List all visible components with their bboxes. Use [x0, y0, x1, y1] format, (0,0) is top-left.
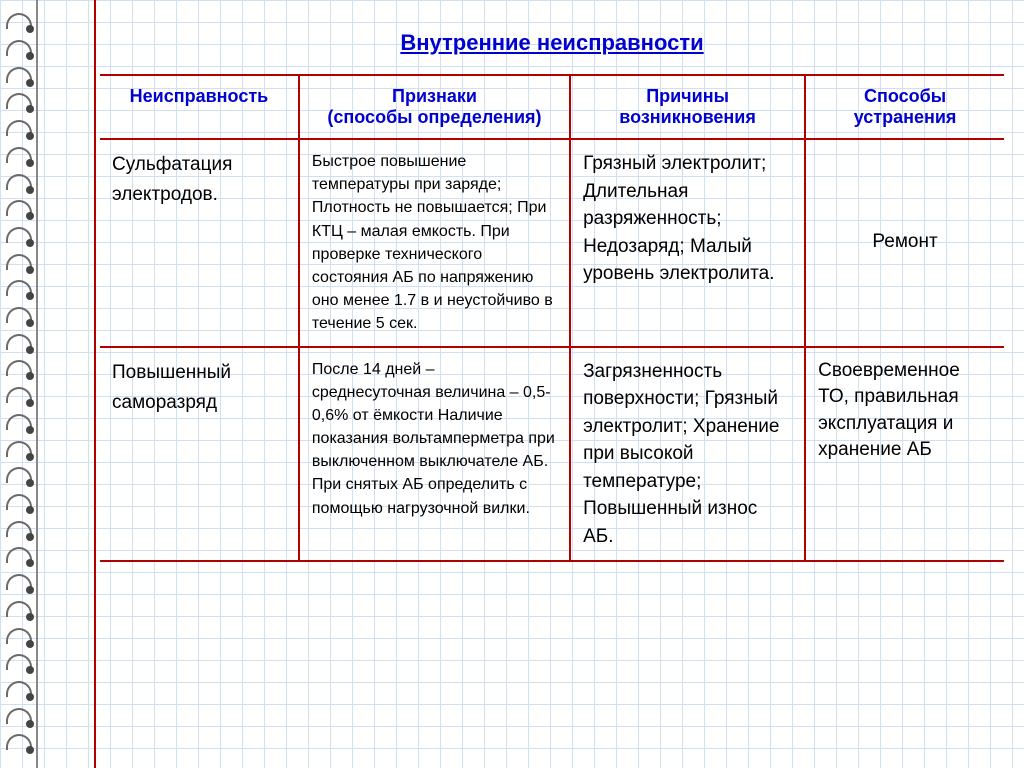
spiral-ring [0, 441, 40, 461]
spiral-ring [0, 120, 40, 140]
spiral-ring [0, 681, 40, 701]
spiral-ring [0, 601, 40, 621]
col-header-causes: Причинывозникновения [570, 75, 805, 139]
spiral-ring [0, 93, 40, 113]
spiral-ring [0, 360, 40, 380]
spiral-ring [0, 200, 40, 220]
spiral-ring [0, 467, 40, 487]
page-content: Внутренние неисправности Неисправность П… [60, 0, 1024, 768]
table-row: Сульфатация электродов.Быстрое повышение… [100, 139, 1004, 347]
cell-signs: После 14 дней – среднесуточная величина … [299, 347, 570, 562]
spiral-ring [0, 387, 40, 407]
spiral-ring [0, 174, 40, 194]
spiral-ring [0, 521, 40, 541]
spiral-ring [0, 547, 40, 567]
col-header-signs: Признаки(способы определения) [299, 75, 570, 139]
page-title: Внутренние неисправности [100, 30, 1004, 56]
cell-signs: Быстрое повышение температуры при заряде… [299, 139, 570, 347]
spiral-ring [0, 734, 40, 754]
spiral-binding [0, 0, 40, 768]
spiral-ring [0, 40, 40, 60]
spiral-ring [0, 574, 40, 594]
spiral-ring [0, 280, 40, 300]
cell-fix: Ремонт [805, 139, 1004, 347]
table-row: Повышенный саморазрядПосле 14 дней – сре… [100, 347, 1004, 562]
cell-fault: Сульфатация электродов. [100, 139, 299, 347]
col-header-fault: Неисправность [100, 75, 299, 139]
spiral-ring [0, 414, 40, 434]
spiral-ring [0, 227, 40, 247]
spiral-ring [0, 334, 40, 354]
spiral-ring [0, 147, 40, 167]
col-header-fix: Способыустранения [805, 75, 1004, 139]
spiral-ring [0, 494, 40, 514]
spiral-ring [0, 708, 40, 728]
cell-causes: Загрязненность поверхности; Грязный элек… [570, 347, 805, 562]
spiral-ring [0, 628, 40, 648]
cell-causes: Грязный электролит; Длительная разряженн… [570, 139, 805, 347]
spiral-ring [0, 13, 40, 33]
cell-fault: Повышенный саморазряд [100, 347, 299, 562]
cell-fix: Своевременное ТО, правильная эксплуатаци… [805, 347, 1004, 562]
spiral-ring [0, 654, 40, 674]
faults-table: Неисправность Признаки(способы определен… [100, 74, 1004, 562]
spiral-ring [0, 67, 40, 87]
spiral-ring [0, 307, 40, 327]
table-header-row: Неисправность Признаки(способы определен… [100, 75, 1004, 139]
spiral-ring [0, 254, 40, 274]
